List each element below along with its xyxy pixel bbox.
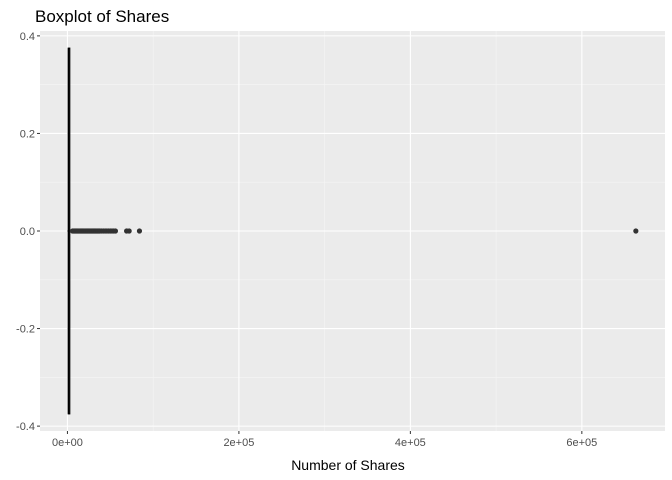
y-axis: 0.4 0.2 0.0 -0.2 -0.4	[16, 31, 40, 433]
outlier-point	[136, 228, 143, 234]
y-tick-label: 0.4	[20, 31, 35, 43]
chart-title: Boxplot of Shares	[35, 7, 169, 26]
x-tick-label: 4e+05	[395, 437, 426, 449]
y-tick-label: 0.2	[20, 128, 35, 140]
outlier-point	[633, 228, 639, 234]
x-axis: 0e+00 2e+05 4e+05 6e+05	[52, 431, 597, 449]
y-tick-label: -0.4	[16, 421, 35, 433]
outlier-point	[126, 228, 132, 234]
major-gridlines	[40, 31, 665, 431]
y-tick-label: 0.0	[20, 226, 35, 238]
x-axis-title: Number of Shares	[291, 457, 405, 473]
outlier-points	[69, 228, 639, 234]
y-tick-label: -0.2	[16, 324, 35, 336]
x-tick-label: 0e+00	[52, 437, 83, 449]
outlier-point	[112, 228, 119, 234]
x-tick-label: 2e+05	[223, 437, 254, 449]
x-tick-label: 6e+05	[566, 437, 597, 449]
